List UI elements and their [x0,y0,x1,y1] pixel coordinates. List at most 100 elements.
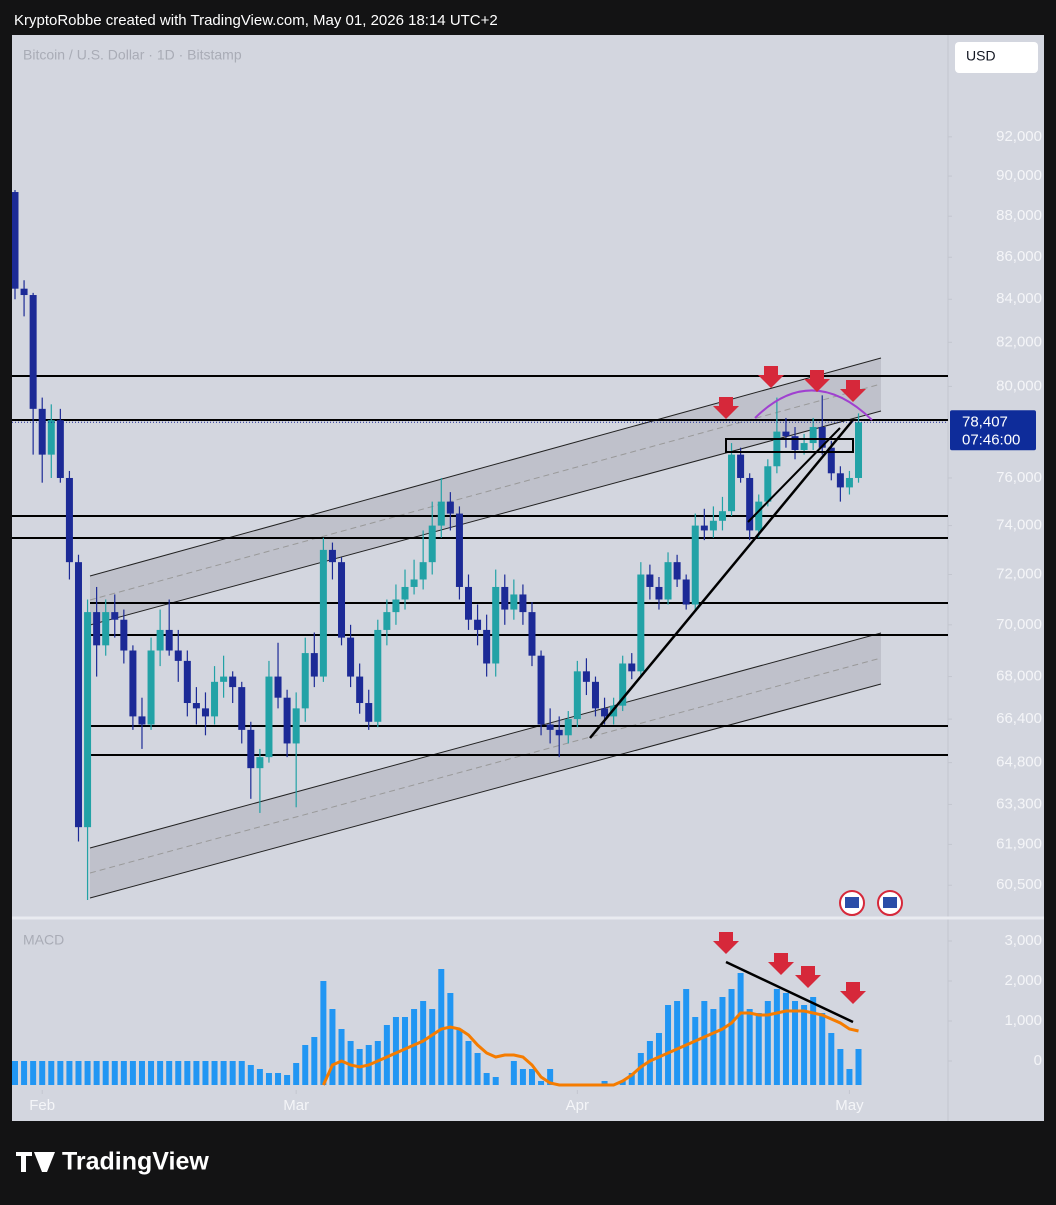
histogram-bar [166,1061,173,1085]
candle-body [855,422,863,478]
candle-body [501,586,509,610]
histogram-bar [601,1081,608,1085]
candle-body [12,192,19,289]
histogram-bar [764,1001,771,1085]
histogram-bar [755,1013,762,1085]
candle-body [138,716,146,725]
candle-body [201,708,209,717]
drawings-top [589,366,903,1024]
candle-body [20,288,28,296]
candle-body [374,629,382,722]
histogram-bar [102,1061,109,1085]
candle-body [165,629,173,651]
histogram-bar [674,1001,681,1085]
channel-mid [89,657,882,874]
histogram-bar [383,1025,390,1085]
caption: KryptoRobbe created with TradingView.com… [14,12,498,29]
histogram-bar [456,1029,463,1085]
candle-body [220,676,228,682]
currency-label[interactable]: USD [966,48,996,64]
y-tick-label: 90,000 [996,167,1042,184]
histogram-bar [701,1001,708,1085]
candle-body [528,612,536,656]
histogram-bar [120,1061,127,1085]
histogram-bar [202,1061,209,1085]
histogram-bar [773,989,780,1085]
histogram-bar [646,1041,653,1085]
histogram-bar [447,993,454,1085]
candle-body [356,676,364,704]
histogram-bar [256,1069,263,1085]
histogram-bar [238,1061,245,1085]
histogram-bar [837,1049,844,1085]
candle-body [682,579,690,605]
candle-body [764,466,772,502]
candle-body [582,671,590,682]
histogram-bar [392,1017,399,1085]
y-tick-label: 72,000 [996,565,1042,582]
histogram-bar [846,1069,853,1085]
candle-body [29,295,37,409]
currency-button[interactable] [955,42,1038,73]
channel-line [89,357,882,577]
y-tick-label: 80,000 [996,377,1042,394]
candle-body [755,501,763,531]
x-tick-label: Apr [566,1097,589,1114]
event-flags [839,890,903,916]
histogram-bar [510,1061,517,1085]
candle-body [836,473,844,488]
drawings [12,357,948,899]
histogram-bar [320,981,327,1085]
candle-body [174,650,182,661]
histogram-bar [710,1009,717,1085]
y-tick-label: 0 [1034,1052,1042,1069]
histogram-bar [719,997,726,1085]
histogram-bar [492,1077,499,1085]
y-tick-label: 70,000 [996,616,1042,633]
histogram-bar [48,1061,55,1085]
histogram-bar [855,1049,862,1085]
candle-body [773,431,781,467]
levels [12,375,948,756]
histogram-bar [655,1033,662,1085]
candle-body [401,586,409,600]
candle-body [419,562,427,580]
candle-body [38,408,46,455]
histogram-bar [211,1061,218,1085]
histogram-bar [311,1037,318,1085]
candle-body [283,697,291,744]
candle-body [700,525,708,531]
candle-body [256,757,264,769]
channel-line [89,632,882,849]
candle-body [338,562,346,638]
candle-body [573,671,581,720]
candle-body [465,586,472,620]
candle-body [510,594,518,610]
x-tick-label: Mar [283,1097,309,1114]
candle-body [800,443,808,451]
candle-body [111,612,119,620]
histogram-bar [184,1061,191,1085]
candle-body [492,586,500,664]
channel-line [89,410,882,626]
candle-body [546,724,554,730]
histogram-bar [402,1017,409,1085]
histogram-bar [782,993,789,1085]
box [725,438,854,453]
histogram-bar [138,1061,145,1085]
y-tick-label: 76,000 [996,469,1042,486]
candle-body [428,525,436,563]
candle-body [673,562,681,580]
y-tick-label: 84,000 [996,290,1042,307]
y-tick-label: 82,000 [996,333,1042,350]
histogram-bar [728,989,735,1085]
candle-body [601,708,609,717]
trend-line [589,419,854,739]
brand: TradingView [62,1148,209,1176]
histogram-bar [538,1081,545,1085]
candle-body [328,549,336,563]
candle-body [591,681,599,709]
macd [12,969,862,1087]
arrows [713,366,866,1004]
histogram-bar [828,1033,835,1085]
